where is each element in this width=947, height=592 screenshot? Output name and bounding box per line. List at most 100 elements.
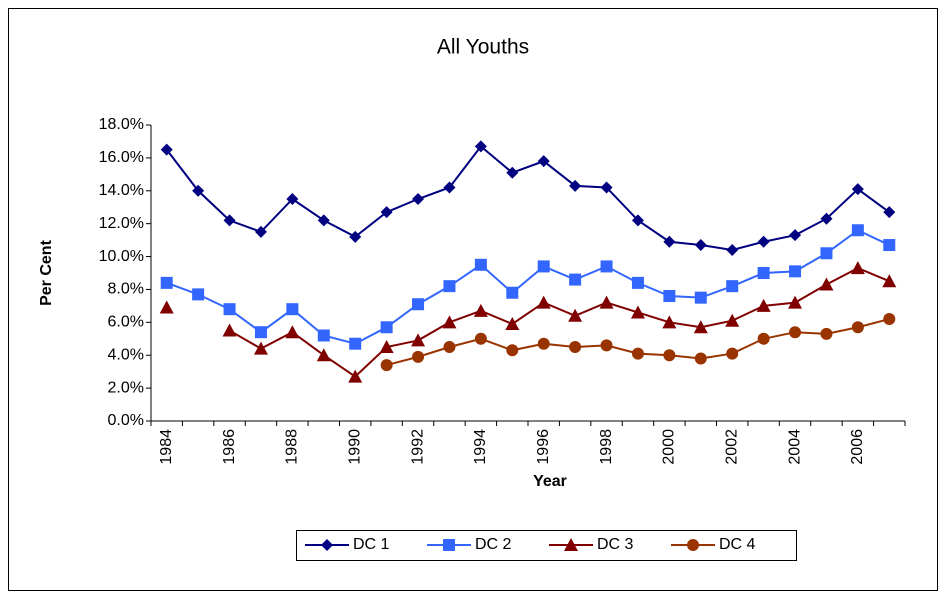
y-tick-label: 2.0%	[108, 379, 144, 396]
marker	[160, 276, 173, 289]
x-tick-label: 1998	[598, 429, 615, 465]
marker	[536, 295, 551, 309]
x-tick-label: 1990	[346, 429, 363, 465]
marker	[820, 247, 833, 260]
marker	[726, 243, 739, 256]
marker	[568, 308, 583, 322]
legend-marker	[564, 538, 578, 551]
marker	[380, 321, 393, 334]
marker	[851, 183, 864, 196]
marker	[630, 305, 645, 319]
marker	[851, 321, 864, 334]
marker	[253, 341, 268, 355]
marker	[192, 184, 205, 197]
marker	[693, 320, 708, 334]
marker	[412, 193, 425, 205]
x-tick-label: 1996	[535, 429, 552, 465]
marker	[442, 315, 457, 329]
marker	[223, 214, 236, 227]
marker	[788, 295, 803, 309]
x-tick-label: 2004	[786, 429, 803, 465]
marker	[505, 316, 520, 330]
y-tick-label: 14.0%	[99, 182, 144, 199]
y-tick-label: 12.0%	[99, 215, 144, 232]
marker	[851, 224, 864, 237]
marker	[756, 298, 771, 312]
legend-label: DC 3	[597, 536, 634, 553]
marker	[506, 286, 519, 299]
marker	[820, 212, 833, 225]
x-tick-label: 1984	[158, 429, 175, 465]
marker	[883, 313, 896, 326]
marker	[443, 181, 456, 194]
marker	[600, 339, 613, 352]
marker	[883, 239, 896, 252]
x-tick-label: 2002	[723, 429, 740, 465]
x-tick-label: 2006	[849, 429, 866, 465]
marker	[506, 166, 519, 179]
marker	[599, 295, 614, 309]
marker	[883, 206, 896, 219]
x-tick-label: 1994	[472, 429, 489, 465]
legend-marker	[687, 539, 699, 551]
y-axis-label: Per Cent	[38, 239, 55, 305]
marker	[160, 143, 173, 156]
marker	[286, 193, 299, 205]
marker	[348, 369, 363, 383]
marker	[882, 274, 897, 288]
marker	[285, 325, 300, 339]
marker	[663, 290, 676, 303]
marker	[631, 214, 644, 227]
marker	[506, 344, 519, 357]
legend-label: DC 4	[719, 536, 756, 553]
marker	[411, 333, 426, 347]
marker	[725, 313, 740, 327]
marker	[663, 235, 676, 248]
marker	[789, 265, 802, 278]
marker	[757, 235, 770, 248]
marker	[694, 291, 707, 304]
marker	[600, 260, 613, 273]
x-tick-label: 1986	[221, 429, 238, 465]
marker	[757, 267, 770, 279]
marker	[254, 225, 267, 238]
marker	[757, 332, 770, 345]
marker	[569, 273, 582, 286]
x-tick-label: 1988	[284, 429, 301, 465]
x-tick-label: 2000	[661, 429, 678, 465]
marker	[223, 303, 236, 316]
marker	[159, 300, 174, 314]
marker	[222, 323, 237, 337]
y-tick-label: 6.0%	[108, 314, 144, 331]
marker	[850, 261, 865, 275]
marker	[726, 280, 739, 293]
y-tick-label: 18.0%	[99, 116, 144, 133]
y-tick-label: 16.0%	[99, 149, 144, 166]
marker	[537, 260, 550, 273]
marker	[694, 352, 707, 365]
marker	[663, 349, 676, 362]
y-tick-label: 10.0%	[99, 248, 144, 265]
marker	[789, 229, 802, 242]
marker	[192, 288, 205, 301]
marker	[600, 181, 613, 194]
marker	[349, 337, 362, 350]
marker	[474, 332, 487, 345]
y-tick-label: 4.0%	[108, 346, 144, 363]
y-tick-label: 8.0%	[108, 281, 144, 298]
marker	[537, 155, 550, 168]
marker	[537, 337, 550, 350]
legend-marker	[443, 539, 455, 551]
marker	[694, 239, 707, 252]
marker	[474, 140, 487, 153]
marker	[474, 258, 487, 271]
y-tick-label: 0.0%	[108, 412, 144, 429]
marker	[789, 326, 802, 339]
legend-label: DC 2	[475, 536, 512, 553]
chart-title: All Youths	[437, 36, 529, 59]
marker	[412, 350, 425, 363]
marker	[380, 359, 393, 372]
marker	[631, 276, 644, 289]
x-axis-label: Year	[533, 473, 567, 490]
